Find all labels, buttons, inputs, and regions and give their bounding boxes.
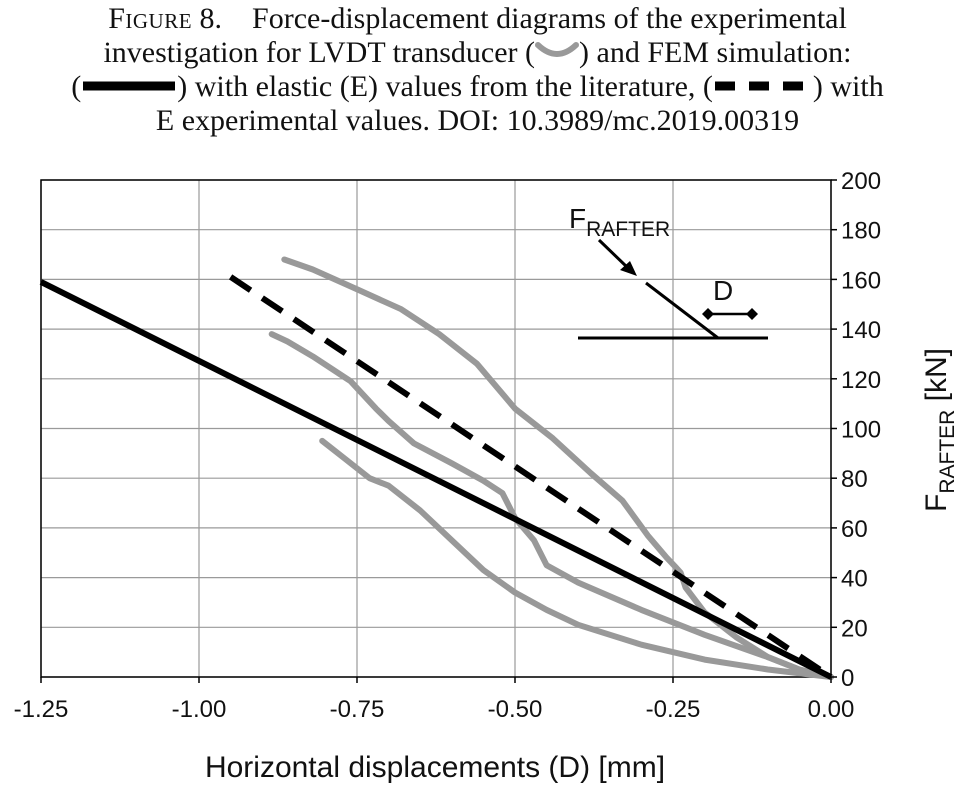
caption-line-3-b: ) with elastic (E) values from the liter…	[177, 70, 713, 103]
y-tick-label: 100	[841, 417, 881, 444]
caption-line-4-text: E experimental values. DOI: 10.3989/mc.2…	[155, 104, 800, 137]
y-axis-title-main: F	[920, 494, 953, 512]
inset-dimension-right-marker	[746, 308, 758, 320]
caption-line-3: ( ) with elastic (E) values from the lite…	[0, 70, 955, 104]
caption-line-3-a: (	[71, 70, 82, 103]
y-axis-title-unit: [kN]	[920, 348, 953, 410]
x-tick-label: -0.50	[488, 696, 543, 723]
rafter-inset-diagram: FRAFTER D	[569, 203, 768, 340]
y-tick-label: 120	[841, 367, 881, 394]
y-tick-label: 160	[841, 267, 881, 294]
inset-displacement-label: D	[713, 275, 733, 306]
fem-literature-line	[39, 279, 833, 680]
inset-force-label: FRAFTER	[569, 203, 670, 241]
y-tick-label: 60	[841, 516, 868, 543]
y-tick-label: 20	[841, 615, 868, 642]
y-axis-title: FRAFTER [kN]	[920, 348, 955, 512]
y-tick-label: 40	[841, 566, 868, 593]
x-tick-label: -1.25	[14, 696, 69, 723]
fem-experimental-dashed-line	[228, 274, 833, 680]
y-axis-title-sub: RAFTER	[936, 410, 955, 494]
caption-line-2-end: ) and FEM simulation:	[579, 36, 852, 69]
grid-lines	[40, 179, 832, 678]
inset-rafter-line	[645, 281, 719, 340]
caption-line-4: E experimental values. DOI: 10.3989/mc.2…	[0, 104, 955, 138]
y-tick-label: 140	[841, 317, 881, 344]
caption-figure-word: Figure	[108, 2, 193, 35]
x-tick-label: -1.00	[172, 696, 227, 723]
series-layer	[39, 256, 834, 680]
inset-dimension-left-marker	[702, 308, 714, 320]
lvdt-measured-curve	[281, 256, 834, 680]
y-tick-label: 180	[841, 218, 881, 245]
dashed-line-legend-icon	[713, 79, 813, 93]
inset-force-arrow-head	[620, 261, 637, 276]
caption-line-3-c: ) with	[812, 70, 884, 103]
lvdt-measured-curve	[268, 331, 834, 680]
caption-line-2-text: investigation for LVDT transducer (	[103, 36, 536, 69]
lvdt-measured-curve	[319, 437, 834, 680]
inset-force-label-main: F	[569, 203, 586, 234]
y-tick-label: 80	[841, 466, 868, 493]
inset-force-arrow-shaft	[597, 238, 630, 270]
y-tick-label: 200	[841, 168, 881, 195]
x-tick-label: -0.75	[330, 696, 385, 723]
caption-line-2: investigation for LVDT transducer ( ) and…	[0, 36, 955, 70]
solid-line-legend-icon	[81, 79, 177, 93]
figure-caption: Figure 8. Force-displacement diagrams of…	[0, 2, 955, 138]
caption-line-1: Figure 8. Force-displacement diagrams of…	[0, 2, 955, 36]
x-tick-label: -0.25	[646, 696, 701, 723]
gray-curve-legend-icon	[535, 41, 580, 63]
x-tick-label: 0.00	[808, 696, 855, 723]
tick-labels: -1.25 -1.00 -0.75 -0.50 -0.25 0.00 0 20 40 60 80 10…	[14, 168, 881, 723]
y-tick-label: 0	[841, 665, 854, 692]
caption-line-1-text: 8. Force-displacement diagrams of the ex…	[192, 2, 847, 35]
x-axis-title: Horizontal displacements (D) [mm]	[205, 751, 665, 784]
inset-force-label-sub: RAFTER	[586, 218, 670, 241]
